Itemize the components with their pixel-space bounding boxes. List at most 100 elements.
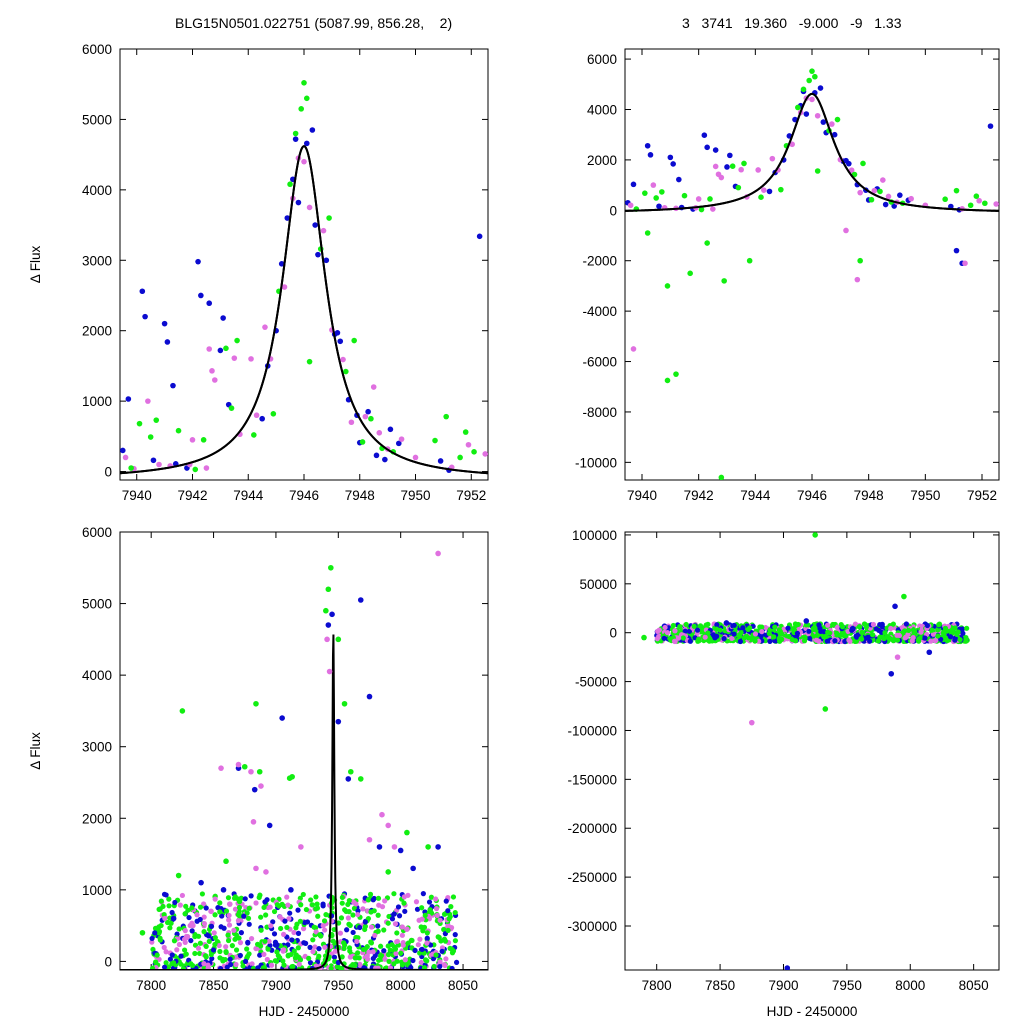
data-point (769, 155, 776, 162)
data-point (211, 930, 217, 936)
data-point (157, 937, 163, 943)
data-point (402, 957, 408, 963)
x-tick-label: 8000 (386, 978, 416, 993)
data-point (345, 776, 352, 782)
data-point (386, 958, 392, 964)
data-point (341, 945, 347, 952)
data-point (952, 637, 958, 643)
data-point (929, 627, 935, 633)
data-point (165, 964, 172, 970)
data-point (656, 203, 662, 210)
data-point (370, 949, 376, 955)
data-point (397, 847, 404, 854)
data-point (654, 636, 660, 642)
data-point (341, 700, 348, 707)
data-point (337, 965, 344, 970)
data-point (201, 965, 207, 970)
data-point (188, 961, 194, 967)
data-point (928, 638, 934, 644)
data-point (400, 942, 406, 948)
data-point (882, 630, 888, 636)
data-point (313, 929, 319, 935)
data-point (372, 932, 378, 939)
data-point (344, 927, 350, 933)
data-point (740, 625, 746, 631)
x-tick-label: 7942 (684, 488, 714, 503)
y-tick-label: 0 (609, 626, 617, 641)
data-point (982, 200, 988, 207)
data-point (421, 950, 427, 956)
data-point (182, 911, 188, 917)
data-point (812, 532, 818, 538)
data-point (908, 195, 914, 202)
data-point (161, 964, 168, 970)
data-point (894, 654, 901, 660)
data-point (450, 894, 457, 900)
data-point (368, 924, 375, 930)
data-point (161, 911, 167, 918)
data-point (297, 918, 303, 924)
data-point (382, 456, 388, 463)
data-point (410, 865, 416, 872)
data-point (209, 368, 215, 374)
data-point (476, 233, 483, 240)
data-point (870, 632, 876, 638)
data-point (218, 765, 224, 771)
data-point (817, 85, 824, 91)
data-point (145, 398, 151, 404)
data-point (398, 950, 404, 956)
data-point (248, 356, 254, 362)
data-point (759, 624, 765, 630)
data-point (424, 958, 430, 964)
data-point (630, 346, 637, 352)
data-point (993, 201, 999, 207)
data-point (705, 630, 711, 636)
data-point (310, 937, 316, 943)
data-point (322, 944, 328, 950)
data-point (313, 894, 319, 900)
data-point (721, 278, 727, 284)
data-point (670, 161, 676, 167)
data-point (662, 624, 668, 631)
data-point (251, 786, 258, 793)
data-point (453, 959, 460, 965)
data-point (664, 377, 671, 384)
y-tick-label: 6000 (82, 42, 112, 57)
x-tick-label: 7900 (261, 978, 291, 993)
data-point (385, 869, 392, 875)
data-point (228, 405, 235, 411)
data-point (209, 955, 215, 962)
x-tick-label: 7946 (289, 488, 319, 503)
data-point (270, 919, 276, 925)
data-point (686, 628, 693, 634)
x-tick-label: 7950 (832, 978, 862, 993)
data-point (166, 903, 172, 909)
data-point (704, 144, 710, 151)
data-point (235, 896, 241, 902)
data-point (268, 962, 275, 968)
data-point (189, 928, 195, 934)
data-point (267, 904, 273, 910)
data-point (664, 629, 671, 636)
data-point (303, 906, 310, 913)
data-point (385, 822, 392, 829)
data-point (698, 206, 705, 213)
data-point (149, 965, 156, 970)
data-point (437, 959, 443, 965)
data-point (287, 910, 293, 916)
data-point (262, 324, 268, 330)
data-point (644, 230, 651, 236)
data-point (718, 174, 725, 181)
x-tick-label: 7900 (768, 978, 798, 993)
data-point (814, 632, 820, 638)
data-point (809, 68, 815, 74)
data-point (387, 947, 393, 953)
data-point (849, 625, 856, 632)
data-point (393, 950, 399, 957)
data-point (761, 187, 767, 193)
data-point (301, 158, 307, 165)
data-point (362, 413, 369, 420)
data-point (431, 963, 437, 970)
data-point (443, 956, 449, 962)
data-point (367, 891, 374, 897)
